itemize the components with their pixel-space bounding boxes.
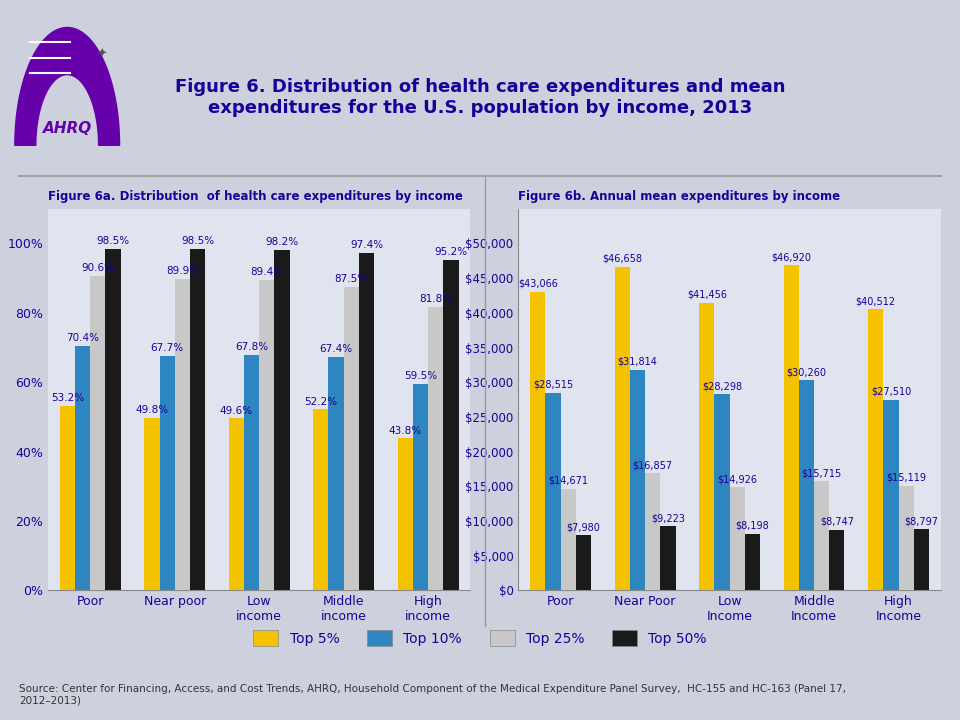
Bar xyxy=(313,409,328,590)
Text: $8,198: $8,198 xyxy=(735,521,769,531)
Text: $31,814: $31,814 xyxy=(617,357,658,367)
Bar xyxy=(60,406,75,590)
Text: $46,920: $46,920 xyxy=(771,252,811,262)
Text: $15,119: $15,119 xyxy=(886,473,926,482)
Text: 67.4%: 67.4% xyxy=(320,344,352,354)
Legend: Top 5%, Top 10%, Top 25%, Top 50%: Top 5%, Top 10%, Top 25%, Top 50% xyxy=(248,625,712,652)
Text: 49.8%: 49.8% xyxy=(135,405,168,415)
Text: $8,797: $8,797 xyxy=(904,516,938,526)
Bar xyxy=(883,400,899,590)
Bar xyxy=(614,266,630,590)
Bar xyxy=(714,394,730,590)
Text: Source: Center for Financing, Access, and Cost Trends, AHRQ, Household Component: Source: Center for Financing, Access, an… xyxy=(19,684,846,706)
Text: $14,926: $14,926 xyxy=(717,474,757,484)
Text: $15,715: $15,715 xyxy=(802,469,842,479)
Text: 95.2%: 95.2% xyxy=(435,248,468,257)
Bar xyxy=(328,356,344,590)
Bar xyxy=(829,530,845,590)
Text: $40,512: $40,512 xyxy=(855,297,896,307)
Text: 52.2%: 52.2% xyxy=(304,397,337,407)
Text: 97.4%: 97.4% xyxy=(350,240,383,250)
Bar xyxy=(344,287,359,590)
Bar xyxy=(899,485,914,590)
Bar xyxy=(561,489,576,590)
Bar xyxy=(397,438,413,590)
Text: $41,456: $41,456 xyxy=(686,290,727,300)
Text: 49.6%: 49.6% xyxy=(220,405,252,415)
Bar xyxy=(159,356,175,590)
Bar xyxy=(914,529,929,590)
Text: $46,658: $46,658 xyxy=(602,254,642,264)
Bar xyxy=(413,384,428,590)
Text: $16,857: $16,857 xyxy=(633,461,673,471)
Bar xyxy=(630,369,645,590)
Text: $9,223: $9,223 xyxy=(651,513,684,523)
Text: 67.8%: 67.8% xyxy=(235,343,268,352)
Bar xyxy=(545,392,561,590)
Bar xyxy=(175,279,190,590)
Text: $27,510: $27,510 xyxy=(871,387,911,397)
Bar xyxy=(106,248,121,590)
Bar xyxy=(144,418,159,590)
Text: $30,260: $30,260 xyxy=(786,368,827,378)
Bar xyxy=(75,346,90,590)
Text: ✦: ✦ xyxy=(97,48,107,60)
Bar xyxy=(190,248,205,590)
Text: 53.2%: 53.2% xyxy=(51,393,84,403)
Text: 59.5%: 59.5% xyxy=(404,372,437,381)
Text: 89.4%: 89.4% xyxy=(251,268,283,277)
Bar xyxy=(745,534,760,590)
Text: 98.5%: 98.5% xyxy=(181,236,214,246)
Bar xyxy=(699,303,714,590)
Bar xyxy=(660,526,676,590)
Bar xyxy=(576,535,591,590)
Text: AHRQ: AHRQ xyxy=(42,121,92,135)
Bar xyxy=(799,380,814,590)
Bar xyxy=(444,260,459,590)
Text: $28,298: $28,298 xyxy=(702,382,742,391)
Text: 67.7%: 67.7% xyxy=(151,343,183,353)
Text: Figure 6a. Distribution  of health care expenditures by income: Figure 6a. Distribution of health care e… xyxy=(48,191,463,204)
Bar xyxy=(90,276,106,590)
Bar xyxy=(730,487,745,590)
Text: Figure 6. Distribution of health care expenditures and mean
expenditures for the: Figure 6. Distribution of health care ex… xyxy=(175,78,785,117)
Bar xyxy=(814,482,829,590)
Bar xyxy=(228,418,244,590)
Text: 43.8%: 43.8% xyxy=(389,426,421,436)
Text: 81.8%: 81.8% xyxy=(420,294,452,304)
Bar xyxy=(259,280,275,590)
Text: $14,671: $14,671 xyxy=(548,476,588,486)
Text: Figure 6b. Annual mean expenditures by income: Figure 6b. Annual mean expenditures by i… xyxy=(518,191,841,204)
Text: $43,066: $43,066 xyxy=(517,279,558,289)
Bar xyxy=(868,310,883,590)
Bar xyxy=(244,355,259,590)
Polygon shape xyxy=(14,27,120,145)
Bar xyxy=(530,292,545,590)
Text: 98.5%: 98.5% xyxy=(97,236,130,246)
Bar xyxy=(428,307,444,590)
Text: 90.6%: 90.6% xyxy=(82,264,114,274)
Text: 98.2%: 98.2% xyxy=(266,237,299,247)
Text: 70.4%: 70.4% xyxy=(66,333,99,343)
Bar xyxy=(359,253,374,590)
Bar xyxy=(275,250,290,590)
Text: $28,515: $28,515 xyxy=(533,379,573,390)
Text: $7,980: $7,980 xyxy=(566,522,600,532)
Text: 87.5%: 87.5% xyxy=(335,274,368,284)
Text: $8,747: $8,747 xyxy=(820,517,853,527)
Text: 89.9%: 89.9% xyxy=(166,266,199,276)
Bar xyxy=(645,474,660,590)
Bar xyxy=(783,265,799,590)
